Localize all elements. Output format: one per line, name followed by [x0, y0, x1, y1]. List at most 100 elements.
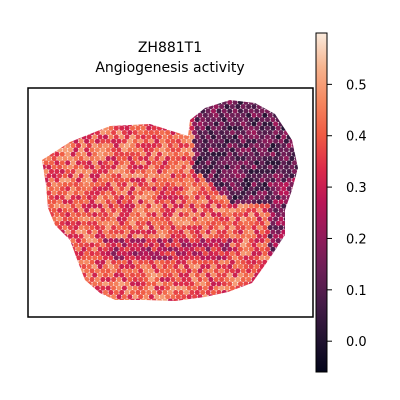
tissue-spot — [265, 126, 270, 131]
tissue-spot — [125, 169, 130, 174]
tissue-spot — [111, 147, 116, 152]
tissue-spot — [95, 251, 100, 256]
tissue-spot — [273, 225, 278, 230]
tissue-spot — [35, 234, 40, 239]
tissue-spot — [233, 247, 238, 252]
tissue-spot — [289, 199, 294, 204]
tissue-spot — [206, 264, 211, 269]
tissue-spot — [125, 152, 130, 157]
tissue-spot — [95, 173, 100, 178]
tissue-spot — [146, 212, 151, 217]
tissue-spot — [265, 212, 270, 217]
tissue-spot — [241, 104, 246, 109]
tissue-spot — [46, 139, 51, 144]
tissue-spot — [122, 95, 127, 100]
tissue-spot — [184, 195, 189, 200]
tissue-spot — [168, 290, 173, 295]
tissue-spot — [54, 186, 59, 191]
tissue-spot — [119, 143, 124, 148]
tissue-spot — [68, 199, 73, 204]
tissue-spot — [138, 104, 143, 109]
tissue-spot — [130, 126, 135, 131]
tissue-spot — [146, 298, 151, 303]
tissue-spot — [168, 186, 173, 191]
tissue-spot — [195, 247, 200, 252]
tissue-spot — [116, 147, 121, 152]
tissue-spot — [135, 143, 140, 148]
tissue-spot — [187, 242, 192, 247]
tissue-spot — [214, 234, 219, 239]
tissue-spot — [165, 294, 170, 299]
tissue-spot — [106, 277, 111, 282]
tissue-spot — [81, 195, 86, 200]
tissue-spot — [214, 173, 219, 178]
tissue-spot — [38, 212, 43, 217]
tissue-spot — [273, 130, 278, 135]
tissue-spot — [287, 186, 292, 191]
tissue-spot — [208, 130, 213, 135]
tissue-spot — [65, 186, 70, 191]
tissue-spot — [276, 290, 281, 295]
tissue-spot — [54, 238, 59, 243]
tissue-spot — [189, 273, 194, 278]
tissue-spot — [49, 203, 54, 208]
tissue-spot — [173, 298, 178, 303]
tissue-spot — [57, 95, 62, 100]
tissue-spot — [54, 178, 59, 183]
tissue-spot — [76, 117, 81, 122]
tissue-spot — [165, 225, 170, 230]
tissue-spot — [146, 273, 151, 278]
tissue-spot — [281, 264, 286, 269]
tissue-spot — [219, 139, 224, 144]
tissue-spot — [106, 182, 111, 187]
tissue-spot — [173, 195, 178, 200]
tissue-spot — [179, 255, 184, 260]
tissue-spot — [235, 208, 240, 213]
tissue-spot — [60, 186, 65, 191]
tissue-spot — [197, 130, 202, 135]
tissue-spot — [287, 203, 292, 208]
tissue-spot — [214, 130, 219, 135]
tissue-spot — [184, 281, 189, 286]
tissue-spot — [125, 178, 130, 183]
tissue-spot — [257, 199, 262, 204]
tissue-spot — [249, 134, 254, 139]
tissue-spot — [130, 100, 135, 105]
tissue-spot — [179, 160, 184, 165]
tissue-spot — [152, 143, 157, 148]
tissue-spot — [241, 242, 246, 247]
tissue-spot — [200, 134, 205, 139]
tissue-spot — [125, 255, 130, 260]
tissue-spot — [265, 169, 270, 174]
tissue-spot — [114, 221, 119, 226]
tissue-spot — [284, 225, 289, 230]
tissue-spot — [41, 95, 46, 100]
tissue-spot — [246, 182, 251, 187]
tissue-spot — [262, 286, 267, 291]
tissue-spot — [160, 242, 165, 247]
tissue-spot — [60, 212, 65, 217]
tissue-spot — [87, 247, 92, 252]
tissue-spot — [233, 169, 238, 174]
tissue-spot — [35, 190, 40, 195]
tissue-spot — [230, 147, 235, 152]
tissue-spot — [260, 143, 265, 148]
tissue-spot — [143, 173, 148, 178]
tissue-spot — [152, 298, 157, 303]
tissue-spot — [200, 186, 205, 191]
tissue-spot — [287, 290, 292, 295]
tissue-spot — [284, 121, 289, 126]
tissue-spot — [87, 160, 92, 165]
tissue-spot — [52, 268, 57, 273]
tissue-spot — [92, 100, 97, 105]
tissue-spot — [135, 203, 140, 208]
tissue-spot — [60, 238, 65, 243]
tissue-spot — [197, 277, 202, 282]
tissue-spot — [292, 100, 297, 105]
tissue-spot — [241, 216, 246, 221]
tissue-spot — [219, 208, 224, 213]
tissue-spot — [292, 229, 297, 234]
tissue-spot — [214, 208, 219, 213]
tissue-spot — [238, 212, 243, 217]
tissue-spot — [57, 268, 62, 273]
